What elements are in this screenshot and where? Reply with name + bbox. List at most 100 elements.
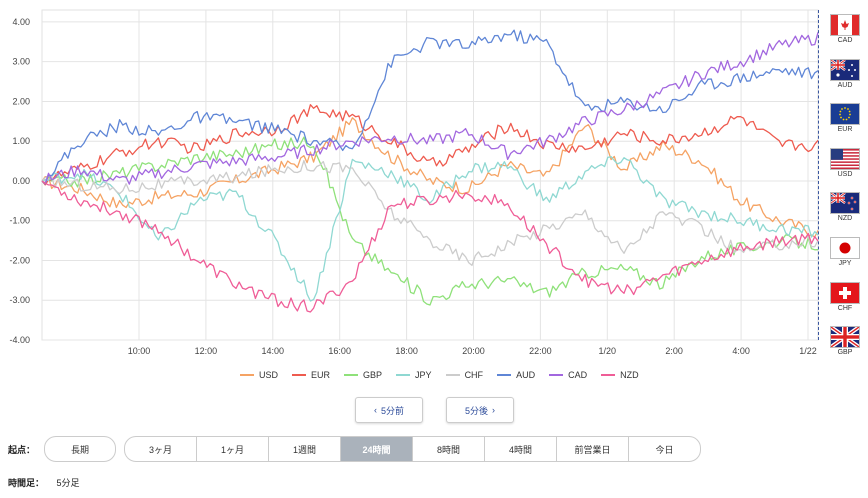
series-line-gbp xyxy=(41,136,819,306)
chart-legend: USD EUR GBP JPY CHF AUD CAD NZD xyxy=(240,366,639,384)
legend-item-nzd[interactable]: NZD xyxy=(601,370,639,380)
nzd-flag-icon xyxy=(830,192,860,215)
legend-label: CHF xyxy=(464,370,484,380)
currency-flag-panel: CAD AUD EUR USD NZD JPY CHF GBP xyxy=(818,10,868,356)
y-tick-label: -1.00 xyxy=(9,216,30,226)
x-tick-label: 12:00 xyxy=(195,346,218,356)
legend-label: JPY xyxy=(415,370,432,380)
period-option-button[interactable]: 今日 xyxy=(655,444,674,455)
flag-item-eur[interactable]: EUR xyxy=(829,103,861,143)
eur-flag-icon xyxy=(830,103,860,126)
flag-code-label: EUR xyxy=(837,126,853,134)
chevron-left-icon: ‹ xyxy=(373,405,377,415)
flag-item-chf[interactable]: CHF xyxy=(829,281,861,322)
legend-swatch xyxy=(396,374,411,376)
flag-code-label: USD xyxy=(837,170,853,178)
x-tick-label: 14:00 xyxy=(262,346,285,356)
flag-item-jpy[interactable]: JPY xyxy=(829,237,861,277)
legend-item-cad[interactable]: CAD xyxy=(549,370,587,380)
legend-item-chf[interactable]: CHF xyxy=(445,370,484,380)
y-tick-label: -3.00 xyxy=(9,295,30,305)
currency-strength-chart: 4.00 3.00 2.00 1.00 0.00 -1.00 -2.00 -3.00 -4.00… xyxy=(9,9,819,356)
legend-item-usd[interactable]: USD xyxy=(240,370,278,380)
y-tick-label: 2.00 xyxy=(12,96,30,106)
series-line-usd xyxy=(41,117,819,238)
x-tick-label: 1/20 xyxy=(599,346,617,356)
period-option-button[interactable]: 8時間 xyxy=(413,437,485,461)
period-option-button[interactable]: 3ヶ月 xyxy=(125,437,197,461)
period-option-button[interactable]: 24時間 xyxy=(341,437,413,461)
y-tick-label: 0.00 xyxy=(12,176,30,186)
period-option-button[interactable]: 4時間 xyxy=(485,437,557,461)
legend-swatch xyxy=(445,374,460,376)
legend-label: USD xyxy=(259,370,279,380)
y-tick-label: -4.00 xyxy=(9,335,30,345)
flag-code-label: GBP xyxy=(837,349,853,357)
legend-item-aud[interactable]: AUD xyxy=(497,370,535,380)
series-line-aud xyxy=(41,29,819,185)
period-option-button[interactable]: 1週間 xyxy=(269,437,341,461)
x-tick-label: 2:00 xyxy=(665,346,683,356)
series-lines xyxy=(41,29,819,313)
x-tick-label: 18:00 xyxy=(395,346,418,356)
flag-code-label: CAD xyxy=(837,37,853,44)
series-line-cad xyxy=(41,32,819,185)
x-tick-label: 4:00 xyxy=(732,346,750,356)
flag-code-label: NZD xyxy=(837,215,853,223)
legend-label: EUR xyxy=(311,370,331,380)
series-line-eur xyxy=(41,104,819,186)
jpy-flag-icon xyxy=(830,237,860,259)
timeframe-label: 時間足： xyxy=(8,478,45,488)
period-option-button[interactable]: 前営業日 xyxy=(557,437,629,461)
usd-flag-icon xyxy=(830,147,860,170)
flag-code-label: CHF xyxy=(837,304,853,312)
next-5min-button[interactable]: 5分後 › xyxy=(446,397,514,423)
legend-label: GBP xyxy=(363,370,383,380)
flag-code-label: JPY xyxy=(838,260,852,267)
legend-item-jpy[interactable]: JPY xyxy=(396,370,432,380)
legend-swatch xyxy=(549,374,564,376)
chevron-right-icon: › xyxy=(492,405,495,415)
cad-flag-icon xyxy=(830,14,860,36)
flag-code-label: AUD xyxy=(837,81,853,89)
legend-item-gbp[interactable]: GBP xyxy=(344,370,382,380)
period-option-button[interactable]: 1ヶ月 xyxy=(197,437,269,461)
flag-item-usd[interactable]: USD xyxy=(829,147,861,188)
chf-flag-icon xyxy=(830,281,860,304)
axis-ticks: 4.00 3.00 2.00 1.00 0.00 -1.00 -2.00 -3.00 -4.00… xyxy=(9,17,816,356)
y-tick-label: 1.00 xyxy=(12,136,30,146)
series-line-nzd xyxy=(41,180,819,313)
x-tick-label: 10:00 xyxy=(128,346,151,356)
prev-5min-label: 5分前 xyxy=(380,405,404,416)
series-line-chf xyxy=(41,159,819,267)
legend-swatch xyxy=(601,374,616,376)
flag-item-nzd[interactable]: NZD xyxy=(829,192,861,232)
legend-swatch xyxy=(240,374,254,376)
gbp-flag-icon xyxy=(830,326,860,349)
period-selector: 起点： 長期 3ヶ月 1ヶ月 1週間 24時間 8時間 4時間 前営業日 今日 xyxy=(0,436,868,462)
flag-item-gbp[interactable]: GBP xyxy=(829,326,861,366)
period-long-button[interactable]: 長期 xyxy=(44,436,116,462)
next-5min-label: 5分後 xyxy=(464,405,488,416)
aud-flag-icon xyxy=(830,58,860,81)
legend-label: NZD xyxy=(620,370,639,380)
timeframe-value: 5分足 xyxy=(56,478,80,488)
flag-item-cad[interactable]: CAD xyxy=(829,14,861,54)
x-tick-label: 22:00 xyxy=(529,346,552,356)
legend-swatch xyxy=(292,374,307,376)
series-line-jpy xyxy=(41,156,819,302)
period-button-group: 3ヶ月 1ヶ月 1週間 24時間 8時間 4時間 前営業日 今日 xyxy=(124,436,701,462)
legend-swatch xyxy=(344,374,359,376)
period-label: 起点： xyxy=(8,445,36,455)
flag-item-aud[interactable]: AUD xyxy=(829,58,861,99)
x-tick-label: 16:00 xyxy=(328,346,351,356)
legend-item-eur[interactable]: EUR xyxy=(292,370,330,380)
x-tick-label: 20:00 xyxy=(462,346,485,356)
prev-5min-button[interactable]: ‹ 5分前 xyxy=(355,397,423,423)
legend-label: CAD xyxy=(568,370,588,380)
y-tick-label: 3.00 xyxy=(12,57,30,67)
grid-lines xyxy=(42,10,818,341)
legend-swatch xyxy=(497,374,512,376)
legend-label: AUD xyxy=(516,370,536,380)
timeframe-info: 時間足： 5分足 xyxy=(8,476,80,489)
